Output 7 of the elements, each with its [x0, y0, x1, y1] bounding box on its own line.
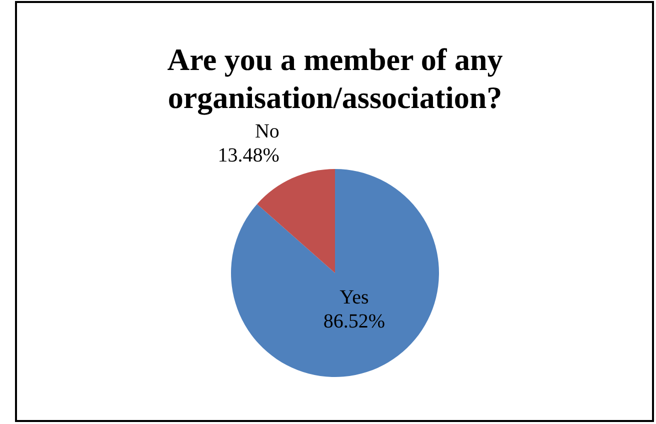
chart-title: Are you a member of any organisation/association? [167, 42, 504, 115]
data-label: 86.52% [323, 310, 386, 333]
pie-slice [257, 169, 335, 273]
pie-slice [231, 169, 439, 377]
slice-label: Yes [340, 286, 369, 309]
slice-label: No [254, 120, 280, 143]
data-label: 13.48% [218, 144, 280, 167]
